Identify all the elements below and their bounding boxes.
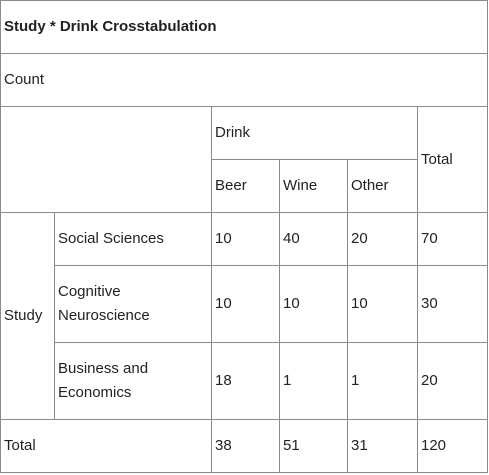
drink-group-header: Drink xyxy=(211,106,418,160)
row-label-cognitive-neuroscience: Cognitive Neuroscience xyxy=(54,265,212,343)
table-row: Business and Economics 18 1 1 20 xyxy=(1,342,489,420)
corner-cell xyxy=(0,106,212,213)
cell-value: 10 xyxy=(347,265,418,343)
title-row: Study * Drink Crosstabulation xyxy=(0,0,489,54)
header-row-1: Drink Total xyxy=(0,106,489,213)
column-total: 38 xyxy=(211,419,280,473)
cell-value: 10 xyxy=(279,265,348,343)
table-row: Cognitive Neuroscience 10 10 10 30 xyxy=(1,265,489,343)
table-title: Study * Drink Crosstabulation xyxy=(0,0,489,54)
totals-row: Total 38 51 31 120 xyxy=(0,419,489,473)
total-row-label: Total xyxy=(0,419,212,473)
column-total: 31 xyxy=(347,419,418,473)
cell-value: 18 xyxy=(211,342,280,420)
table-row: Study Social Sciences 10 40 20 70 xyxy=(0,212,489,420)
row-label-social-sciences: Social Sciences xyxy=(54,212,212,266)
column-total: 51 xyxy=(279,419,348,473)
statistic-row: Count xyxy=(0,53,489,107)
column-header-wine: Wine xyxy=(279,159,348,213)
cell-value: 10 xyxy=(211,212,280,266)
row-label-business-economics: Business and Economics xyxy=(54,342,212,420)
row-total: 30 xyxy=(416,265,489,343)
cell-value: 10 xyxy=(211,265,280,343)
grand-total: 120 xyxy=(416,419,489,473)
column-header-other: Other xyxy=(347,159,418,213)
cell-value: 1 xyxy=(347,342,418,420)
row-total: 20 xyxy=(416,342,489,420)
column-header-beer: Beer xyxy=(211,159,280,213)
row-total: 70 xyxy=(416,212,489,266)
cell-value: 20 xyxy=(347,212,418,266)
header-row-2: Beer Wine Other xyxy=(1,159,488,213)
statistic-label: Count xyxy=(0,53,489,107)
cell-value: 40 xyxy=(279,212,348,266)
study-group-label: Study xyxy=(0,212,55,420)
total-column-header: Total xyxy=(416,106,489,213)
cell-value: 1 xyxy=(279,342,348,420)
